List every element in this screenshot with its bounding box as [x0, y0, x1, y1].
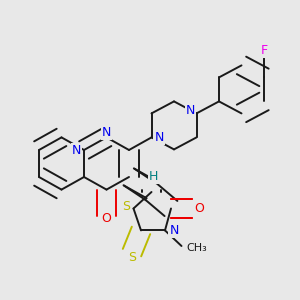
Text: F: F — [260, 44, 268, 57]
Text: CH₃: CH₃ — [186, 242, 207, 253]
Text: N: N — [102, 126, 111, 140]
Text: O: O — [102, 212, 111, 225]
Text: N: N — [154, 131, 164, 144]
Text: N: N — [169, 224, 179, 237]
Text: H: H — [149, 169, 158, 183]
Text: O: O — [195, 202, 204, 215]
Text: N: N — [186, 104, 195, 117]
Text: S: S — [122, 200, 130, 213]
Text: N: N — [72, 143, 81, 157]
Text: S: S — [128, 250, 136, 264]
